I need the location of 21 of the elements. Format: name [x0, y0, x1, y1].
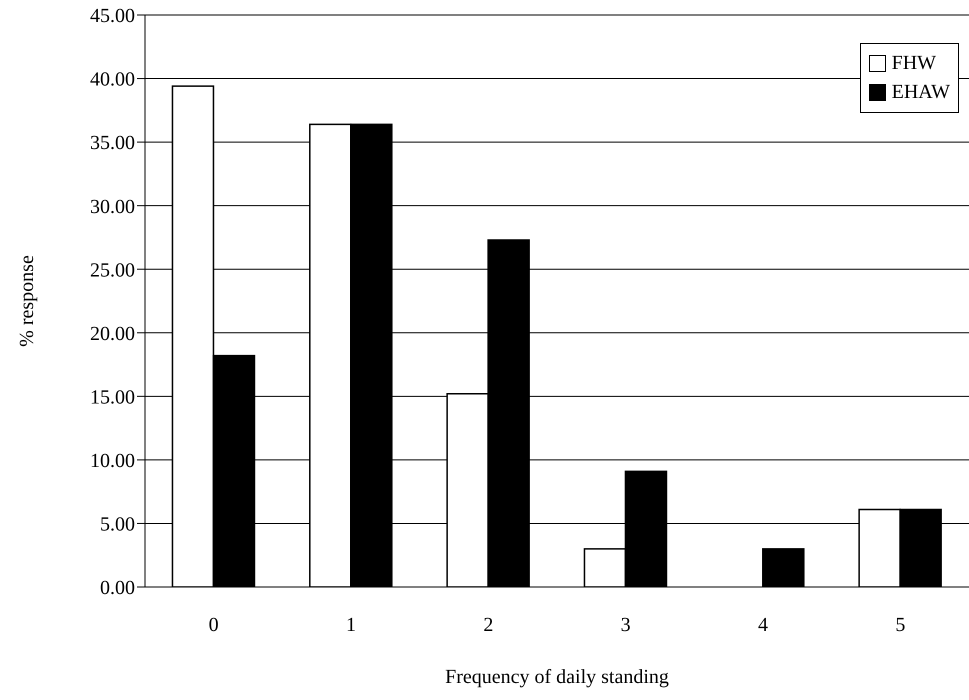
y-tick-label: 45.00: [90, 5, 135, 28]
x-tick-label: 3: [620, 614, 631, 636]
legend-label: FHW: [892, 52, 936, 75]
y-tick-label: 40.00: [90, 68, 135, 91]
y-axis-title: % response: [16, 255, 38, 347]
y-tick-label: 25.00: [90, 259, 135, 282]
y-tick-label: 35.00: [90, 132, 135, 154]
x-tick-label: 4: [758, 614, 768, 636]
x-tick-label: 5: [895, 614, 906, 636]
x-tick-label: 1: [346, 614, 356, 636]
x-axis-title: Frequency of daily standing: [445, 666, 669, 688]
x-tick-label: 0: [208, 614, 219, 636]
y-tick-label: 15.00: [90, 386, 135, 408]
bar: [762, 548, 805, 587]
y-tick-label: 30.00: [90, 196, 135, 218]
y-tick-label: 20.00: [90, 322, 135, 345]
y-tick-label: 5.00: [100, 514, 135, 536]
legend-label: EHAW: [892, 81, 950, 104]
y-tick-label: 0.00: [100, 577, 135, 600]
x-tick-label: 2: [483, 614, 494, 636]
y-tick-label: 10.00: [90, 450, 135, 472]
